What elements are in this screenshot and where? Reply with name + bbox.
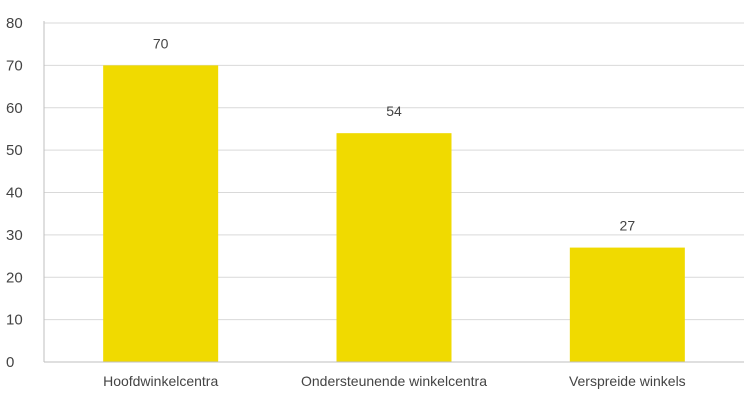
x-tick-label: Hoofdwinkelcentra xyxy=(103,373,218,389)
axes xyxy=(43,21,744,363)
data-label: 27 xyxy=(620,218,636,234)
bar-3 xyxy=(569,247,685,362)
bars xyxy=(103,65,685,362)
y-tick-label: 40 xyxy=(6,185,23,202)
y-tick-label: 10 xyxy=(6,312,23,329)
y-tick-label: 80 xyxy=(6,15,23,32)
y-tick-label: 70 xyxy=(6,57,23,74)
y-tick-label: 20 xyxy=(6,269,23,286)
y-tick-label: 60 xyxy=(6,100,23,117)
y-tick-label: 0 xyxy=(6,354,14,371)
data-label: 54 xyxy=(386,103,402,119)
labels: 0 10 20 30 40 50 60 70 80 70 Hoofdwinkelcentra 54 On… xyxy=(6,15,686,389)
data-label: 70 xyxy=(153,35,169,51)
x-tick-label: Verspreide winkels xyxy=(569,373,686,389)
y-tick-label: 30 xyxy=(6,227,23,244)
bar-1 xyxy=(103,65,219,362)
x-tick-label: Ondersteunende winkelcentra xyxy=(301,373,487,389)
bar-2 xyxy=(336,133,452,362)
y-tick-label: 50 xyxy=(6,142,23,159)
